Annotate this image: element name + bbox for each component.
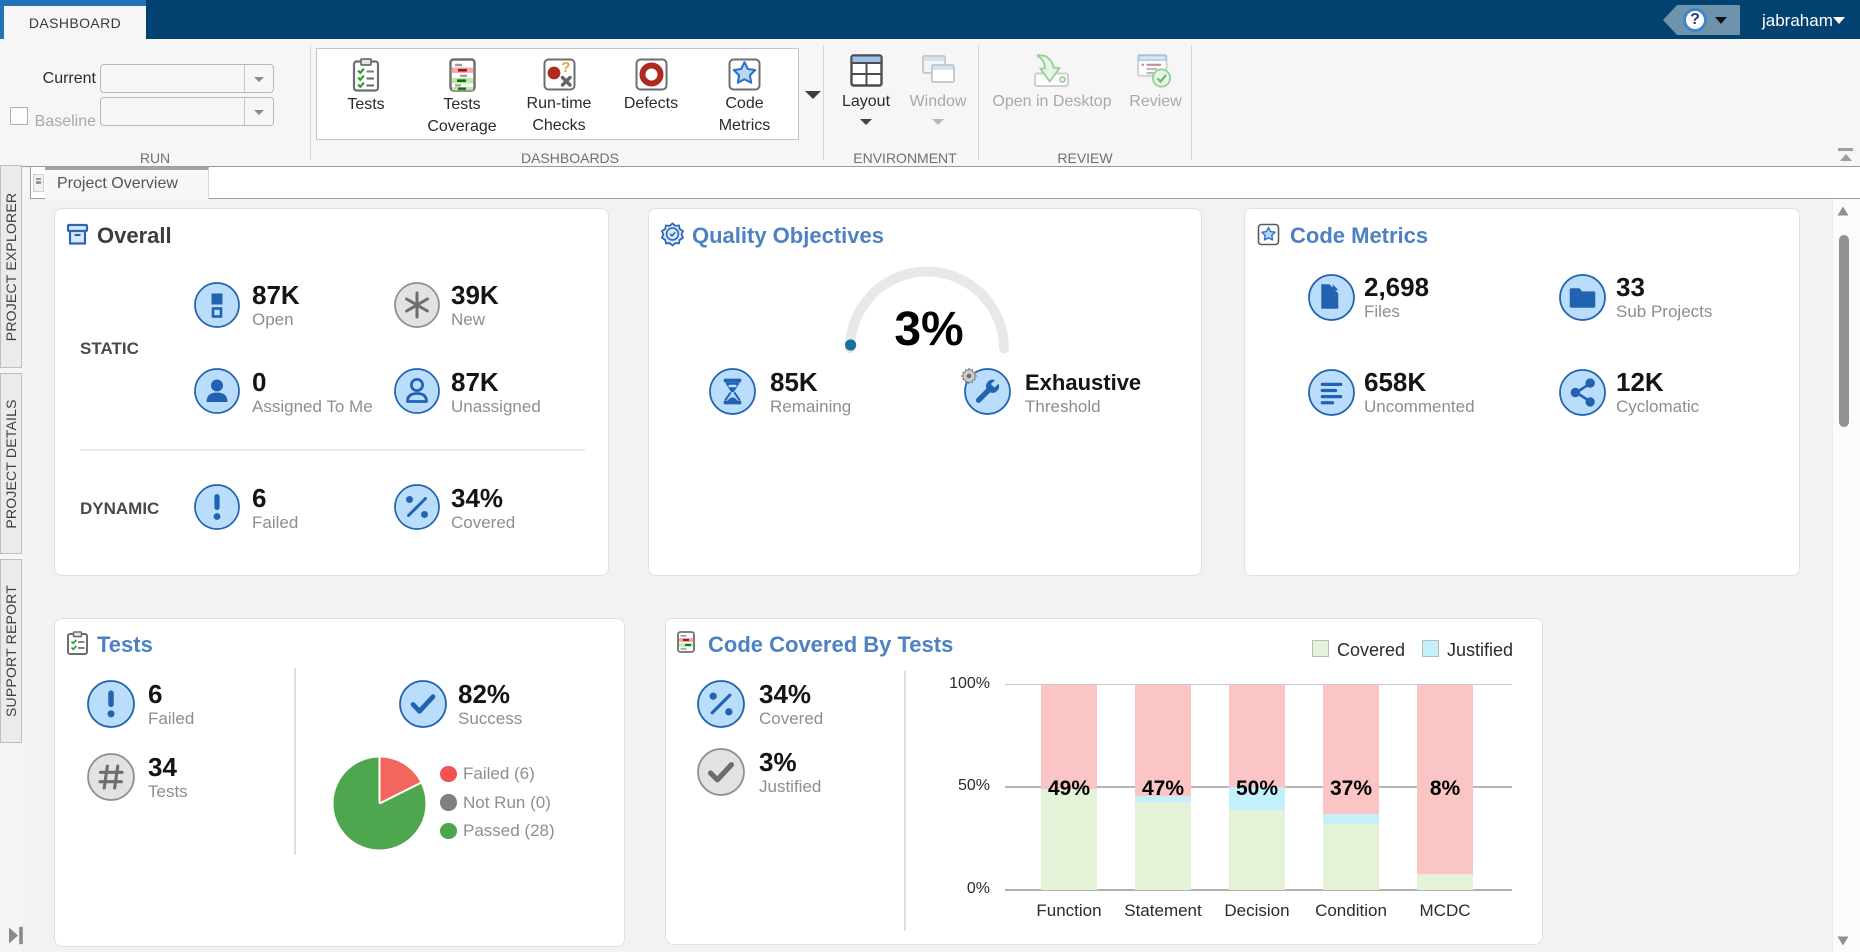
svg-text:?: ? (561, 59, 570, 76)
